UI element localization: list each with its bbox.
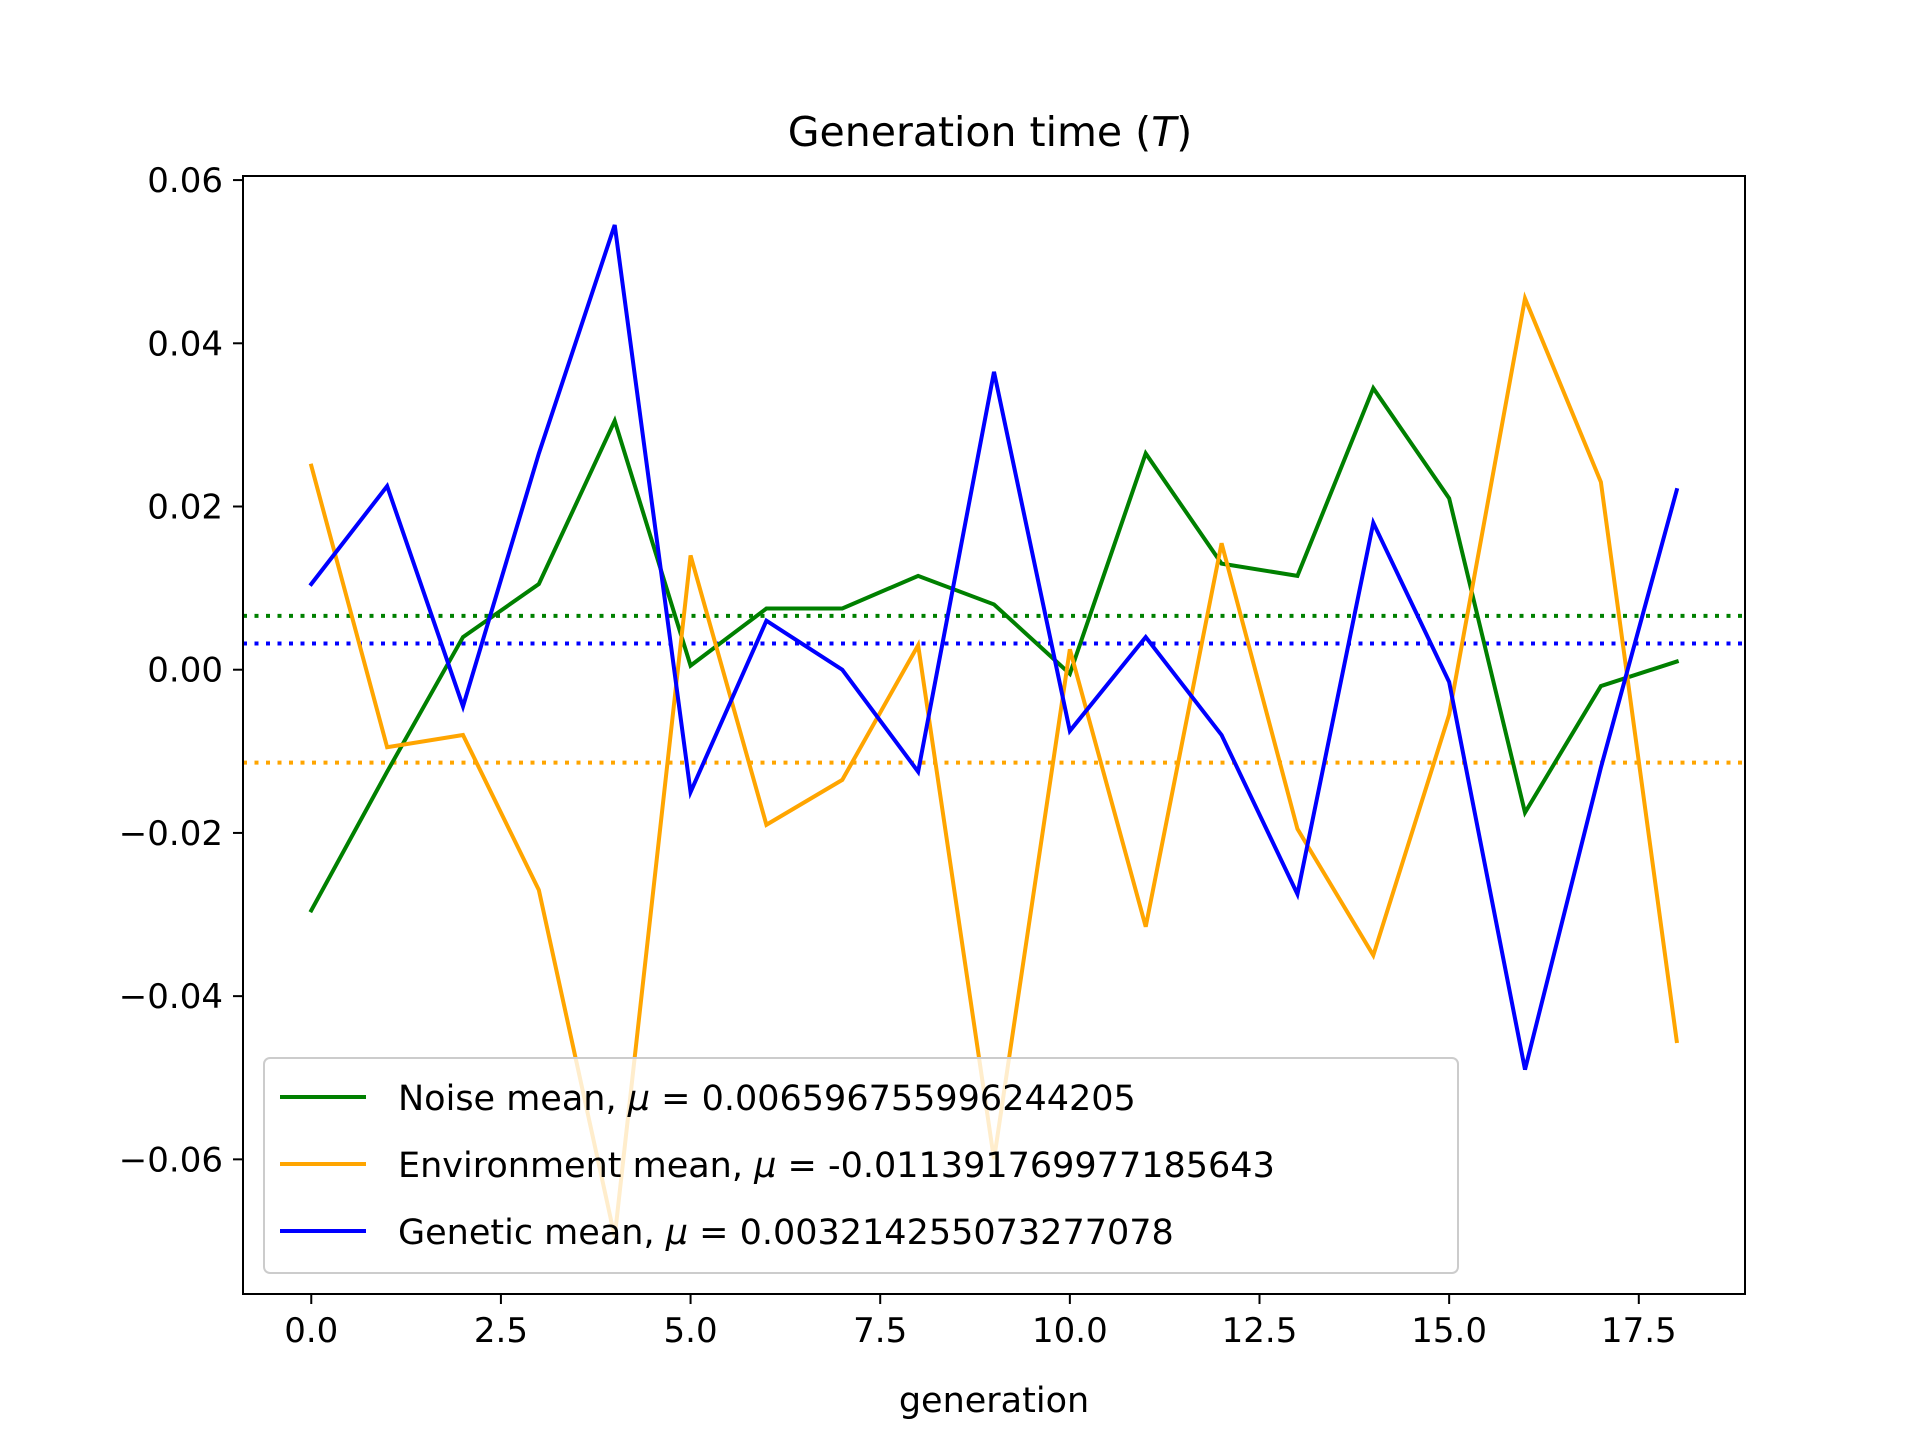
y-tick-label: 0.00 — [147, 651, 223, 691]
legend-entry: Genetic mean, μ = 0.003214255073277078 — [398, 1213, 1174, 1253]
x-axis-label: generation — [899, 1381, 1089, 1421]
legend: Noise mean, μ = 0.006596755996244205 Envi… — [263, 1057, 1459, 1274]
mean-lines — [243, 613, 1745, 765]
y-tick-label: 0.04 — [147, 324, 223, 364]
x-tick-label: 10.0 — [1032, 1311, 1108, 1351]
x-tick-label: 5.0 — [664, 1311, 718, 1351]
y-tick-label: 0.02 — [147, 488, 223, 528]
y-tick-label: −0.02 — [119, 814, 223, 854]
y-tick-label: −0.06 — [119, 1140, 223, 1180]
legend-entry: Environment mean, μ = -0.011391769977185… — [398, 1146, 1275, 1186]
x-axis: 0.0 2.5 5.0 7.5 10.0 12.5 15.0 17.5 — [284, 1294, 1677, 1351]
series-line-genetic — [308, 224, 1680, 1071]
legend-entry: Noise mean, μ = 0.006596755996244205 — [398, 1079, 1136, 1119]
plot-area-frame — [242, 175, 1746, 1295]
y-tick-label: −0.04 — [119, 977, 223, 1017]
x-tick-label: 17.5 — [1601, 1311, 1677, 1351]
x-tick-label: 15.0 — [1411, 1311, 1487, 1351]
y-axis: 0.06 0.04 0.02 0.00 −0.02 −0.04 −0.06 — [119, 161, 243, 1180]
x-tick-label: 12.5 — [1222, 1311, 1298, 1351]
chart-title: Generation time (T) — [788, 108, 1192, 156]
x-tick-label: 7.5 — [853, 1311, 907, 1351]
x-tick-label: 2.5 — [474, 1311, 528, 1351]
y-tick-label: 0.06 — [147, 161, 223, 201]
x-tick-label: 0.0 — [284, 1311, 338, 1351]
series-line-noise — [308, 383, 1680, 914]
legend-box — [263, 1057, 1459, 1274]
